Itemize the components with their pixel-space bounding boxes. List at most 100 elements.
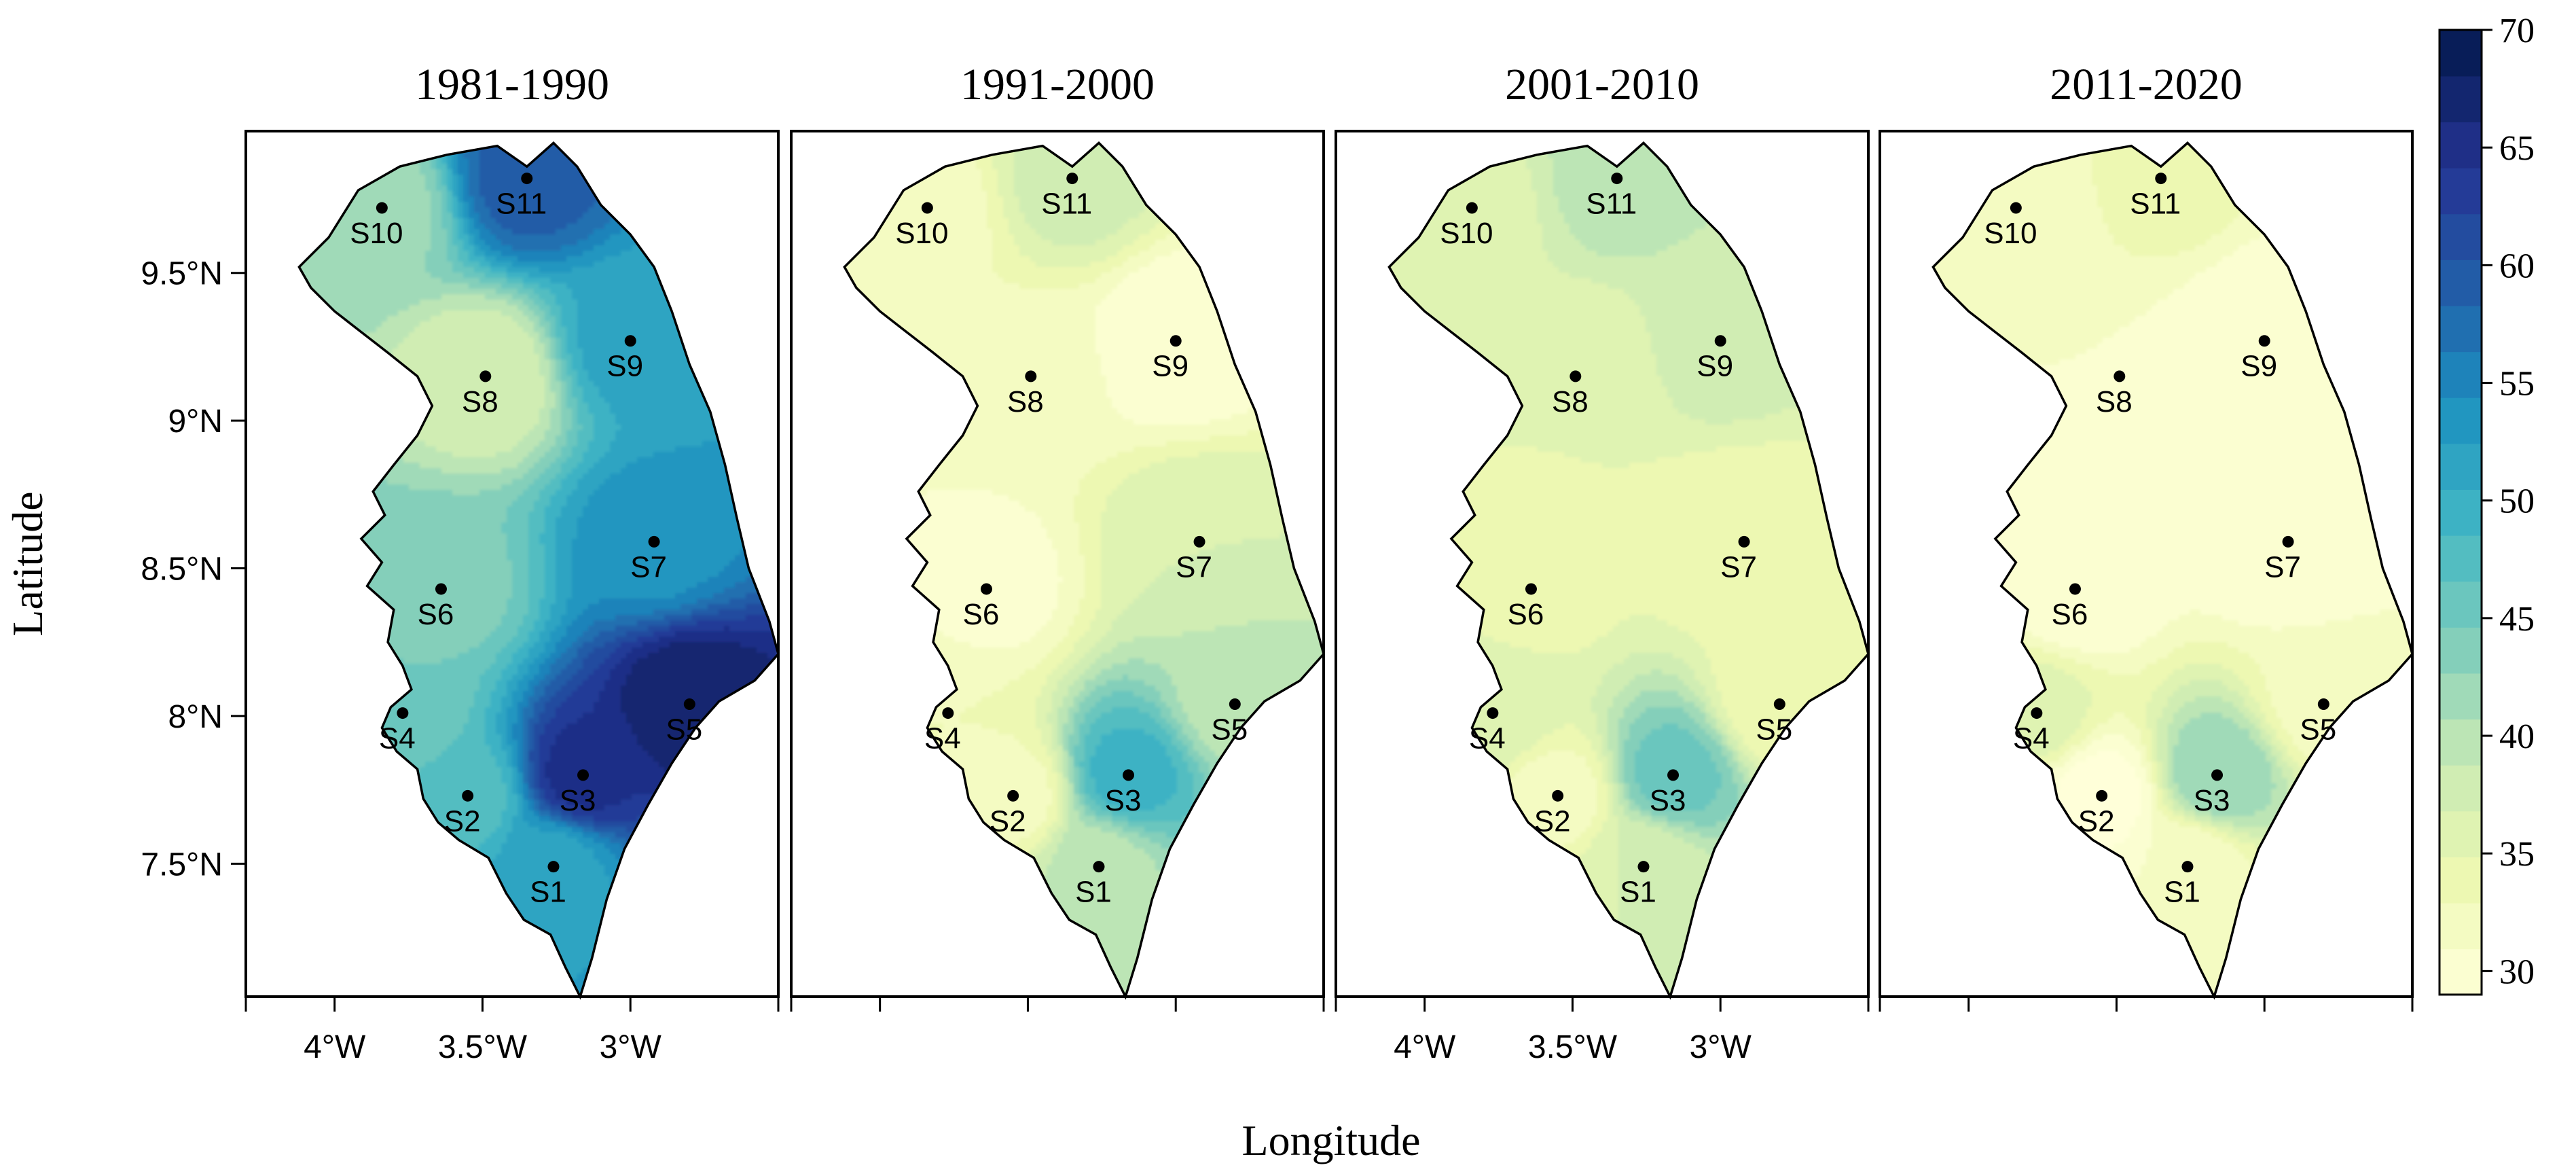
station-point <box>2211 769 2223 781</box>
station-point <box>1525 583 1537 594</box>
y-tick-label: 9.5°N <box>141 256 223 292</box>
station-point <box>2318 698 2329 710</box>
station-point <box>2069 583 2081 594</box>
colorbar-swatch <box>2439 811 2482 857</box>
station-label: S9 <box>1697 350 1733 383</box>
station-label: S6 <box>418 598 454 631</box>
station-point <box>2031 707 2042 719</box>
colorbar-swatch <box>2439 30 2482 76</box>
station-point <box>942 707 954 719</box>
station-label: S7 <box>630 550 667 584</box>
x-tick-label: 3°W <box>1690 1029 1752 1065</box>
station-label: S1 <box>530 876 566 909</box>
station-point <box>1229 698 1241 710</box>
station-label: S8 <box>462 385 498 418</box>
station-point <box>1466 202 1478 214</box>
station-point <box>922 202 933 214</box>
station-point <box>1570 370 1581 382</box>
station-label: S10 <box>350 217 403 250</box>
colorbar-swatch <box>2439 627 2482 673</box>
station-point <box>2283 536 2294 548</box>
station-point <box>2096 790 2107 802</box>
colorbar-tick-label: 30 <box>2499 952 2535 991</box>
x-tick-label: 3.5°W <box>1528 1029 1618 1065</box>
station-label: S3 <box>2194 784 2230 817</box>
station-label: S6 <box>1508 598 1544 631</box>
colorbar-swatch <box>2439 444 2482 490</box>
station-point <box>1637 861 1649 872</box>
station-label: S5 <box>1756 713 1792 747</box>
colorbar-tick-label: 55 <box>2499 365 2535 404</box>
station-label: S5 <box>666 713 702 747</box>
station-label: S6 <box>963 598 1000 631</box>
y-tick-label: 8°N <box>168 699 223 735</box>
station-point <box>2010 202 2022 214</box>
station-label: S4 <box>924 722 961 755</box>
station-point <box>1487 707 1498 719</box>
station-point <box>1774 698 1785 710</box>
station-point <box>376 202 388 214</box>
colorbar-swatch <box>2439 213 2482 260</box>
station-point <box>547 861 559 872</box>
station-point <box>1552 790 1563 802</box>
station-label: S3 <box>1650 784 1686 817</box>
station-point <box>1739 536 1750 548</box>
station-point <box>981 583 992 594</box>
station-point <box>2114 370 2125 382</box>
station-label: S8 <box>1007 385 1044 418</box>
station-label: S11 <box>2130 188 2181 221</box>
station-point <box>2155 173 2166 184</box>
station-point <box>2259 335 2270 346</box>
y-tick-label: 7.5°N <box>141 847 223 883</box>
interpolated-field <box>791 131 1324 1001</box>
station-point <box>684 698 695 710</box>
station-point <box>2181 861 2193 872</box>
station-label: S8 <box>2096 385 2133 418</box>
colorbar-swatch <box>2439 765 2482 811</box>
station-label: S4 <box>379 722 416 755</box>
panel-title: 2011-2020 <box>2050 60 2243 109</box>
station-point <box>1123 769 1134 781</box>
x-axis-label: Longitude <box>1241 1116 1420 1164</box>
station-point <box>479 370 491 382</box>
station-label: S11 <box>1586 188 1637 221</box>
station-label: S8 <box>1552 385 1589 418</box>
colorbar-tick-label: 60 <box>2499 247 2535 285</box>
colorbar-tick-label: 35 <box>2499 835 2535 874</box>
colorbar-swatch <box>2439 122 2482 168</box>
colorbar-swatch <box>2439 903 2482 949</box>
station-label: S11 <box>496 188 547 221</box>
station-label: S10 <box>1984 217 2037 250</box>
station-label: S1 <box>1075 876 1112 909</box>
interpolated-field <box>246 131 779 1001</box>
station-point <box>1093 861 1104 872</box>
station-point <box>1194 536 1205 548</box>
station-point <box>435 583 447 594</box>
station-label: S7 <box>2264 550 2301 584</box>
station-label: S4 <box>1469 722 1506 755</box>
station-label: S2 <box>1534 804 1571 838</box>
station-label: S4 <box>2013 722 2050 755</box>
colorbar-swatch <box>2439 535 2482 582</box>
colorbar-swatch <box>2439 489 2482 535</box>
station-label: S1 <box>1620 876 1656 909</box>
station-label: S10 <box>1440 217 1493 250</box>
colorbar-tick-label: 50 <box>2499 482 2535 521</box>
station-label: S9 <box>606 350 643 383</box>
station-point <box>649 536 660 548</box>
colorbar-swatch <box>2439 397 2482 444</box>
y-tick-label: 9°N <box>168 404 223 440</box>
colorbar-swatch <box>2439 948 2482 995</box>
station-label: S7 <box>1176 550 1212 584</box>
x-tick-label: 4°W <box>304 1029 366 1065</box>
station-label: S2 <box>990 804 1026 838</box>
station-label: S11 <box>1041 188 1092 221</box>
station-label: S6 <box>2052 598 2088 631</box>
x-tick-label: 4°W <box>1394 1029 1456 1065</box>
